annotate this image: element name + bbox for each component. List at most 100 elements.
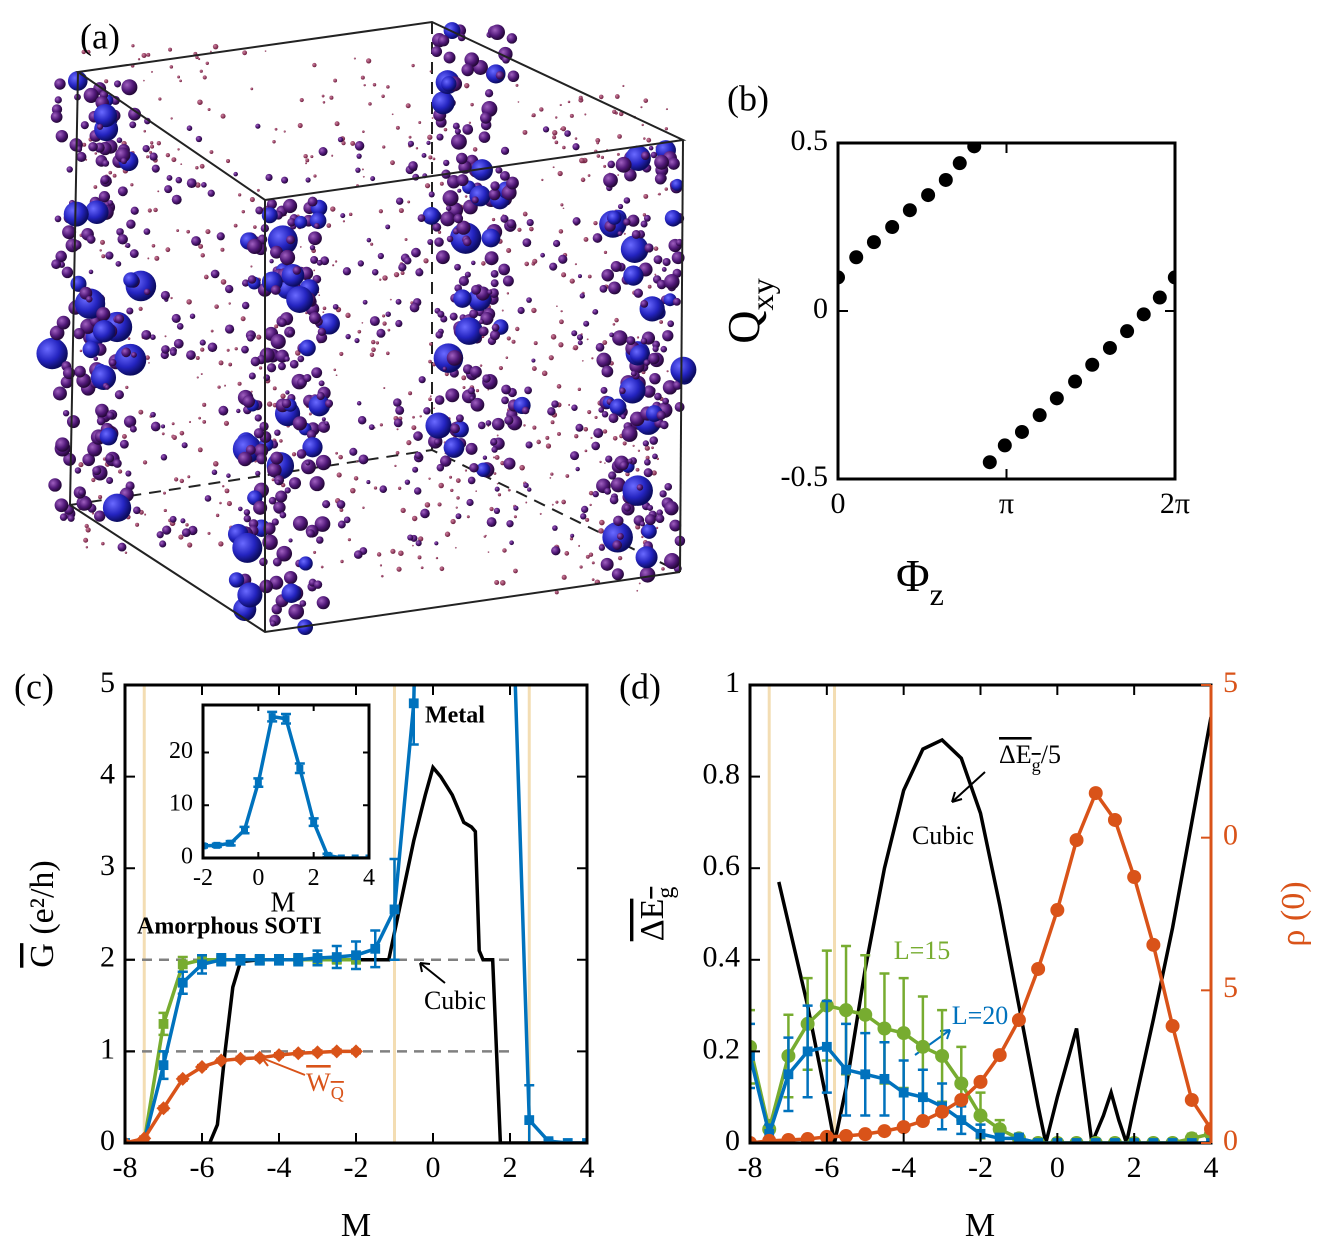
sphere bbox=[305, 460, 311, 466]
marker bbox=[1069, 833, 1084, 848]
sphere bbox=[112, 173, 117, 178]
sphere bbox=[93, 185, 98, 189]
sphere bbox=[599, 460, 602, 464]
sphere bbox=[99, 427, 118, 446]
marker bbox=[967, 143, 982, 154]
sphere bbox=[197, 99, 203, 105]
sphere bbox=[487, 551, 490, 553]
sphere bbox=[320, 565, 324, 569]
sphere bbox=[574, 434, 579, 439]
sphere bbox=[391, 113, 394, 116]
sphere bbox=[270, 285, 281, 295]
sphere bbox=[269, 259, 274, 264]
sphere bbox=[258, 366, 263, 370]
sphere bbox=[305, 177, 311, 183]
sphere bbox=[615, 156, 632, 173]
sphere bbox=[424, 183, 431, 189]
marker bbox=[272, 1048, 286, 1063]
sphere bbox=[470, 102, 474, 107]
sphere bbox=[283, 198, 298, 214]
sphere bbox=[157, 190, 160, 193]
sphere bbox=[589, 503, 592, 507]
sphere bbox=[205, 61, 209, 65]
sphere bbox=[532, 425, 537, 430]
sphere bbox=[621, 425, 638, 442]
sphere bbox=[491, 417, 505, 431]
plot-area bbox=[838, 143, 1175, 470]
sphere bbox=[662, 330, 674, 342]
sphere bbox=[233, 171, 238, 177]
sphere bbox=[280, 393, 286, 399]
marker bbox=[896, 1120, 911, 1135]
sphere bbox=[348, 212, 353, 217]
x-tick-label: 0 bbox=[831, 487, 846, 520]
marker bbox=[764, 1128, 775, 1139]
sphere bbox=[501, 384, 512, 395]
sphere bbox=[55, 437, 70, 452]
sphere bbox=[644, 458, 651, 466]
sphere bbox=[411, 63, 415, 68]
sphere bbox=[271, 604, 282, 615]
sphere bbox=[156, 141, 162, 146]
sphere bbox=[612, 330, 628, 346]
sphere bbox=[579, 293, 585, 299]
sphere bbox=[357, 260, 364, 267]
sphere bbox=[228, 572, 245, 588]
sphere bbox=[318, 147, 328, 156]
sphere bbox=[601, 268, 614, 282]
sphere bbox=[362, 506, 365, 510]
sphere bbox=[564, 130, 571, 137]
sphere bbox=[187, 475, 191, 479]
sphere bbox=[639, 296, 665, 322]
sphere bbox=[321, 417, 326, 422]
x-tick-label: -2 bbox=[968, 1151, 993, 1184]
sphere bbox=[151, 164, 160, 173]
sphere bbox=[406, 440, 412, 446]
sphere bbox=[322, 311, 325, 314]
sphere bbox=[595, 137, 601, 143]
sphere bbox=[105, 453, 115, 463]
annotation: Amorphous SOTI bbox=[137, 914, 322, 940]
sphere bbox=[591, 357, 594, 360]
marker bbox=[1165, 1019, 1180, 1034]
sphere bbox=[213, 461, 219, 467]
sphere bbox=[158, 97, 162, 101]
sphere bbox=[220, 247, 225, 252]
sphere bbox=[376, 328, 386, 338]
sphere bbox=[142, 460, 148, 465]
sphere bbox=[418, 376, 426, 384]
sphere bbox=[115, 147, 131, 163]
sphere bbox=[180, 163, 183, 166]
sphere bbox=[437, 502, 442, 507]
sphere bbox=[301, 459, 316, 475]
sphere bbox=[585, 554, 590, 559]
sphere bbox=[640, 337, 648, 345]
sphere bbox=[48, 478, 62, 492]
sphere bbox=[475, 490, 477, 492]
sphere bbox=[172, 435, 177, 440]
sphere bbox=[443, 127, 448, 132]
sphere bbox=[591, 561, 595, 565]
sphere bbox=[569, 278, 575, 284]
sphere bbox=[660, 345, 668, 353]
sphere bbox=[104, 79, 109, 84]
sphere bbox=[162, 525, 172, 535]
sphere bbox=[438, 482, 444, 489]
sphere bbox=[255, 206, 264, 215]
sphere bbox=[602, 429, 608, 434]
sphere bbox=[672, 297, 681, 306]
sphere bbox=[164, 185, 173, 194]
sphere bbox=[591, 441, 601, 451]
marker bbox=[227, 839, 235, 847]
sphere bbox=[451, 133, 467, 150]
sphere bbox=[562, 207, 565, 210]
sphere bbox=[429, 70, 432, 73]
marker bbox=[935, 1048, 950, 1063]
sphere bbox=[270, 245, 283, 259]
sphere bbox=[664, 187, 668, 191]
sphere bbox=[349, 447, 358, 456]
marker bbox=[291, 1046, 306, 1061]
sphere bbox=[350, 140, 356, 146]
sphere bbox=[526, 297, 532, 303]
sphere bbox=[318, 294, 321, 296]
